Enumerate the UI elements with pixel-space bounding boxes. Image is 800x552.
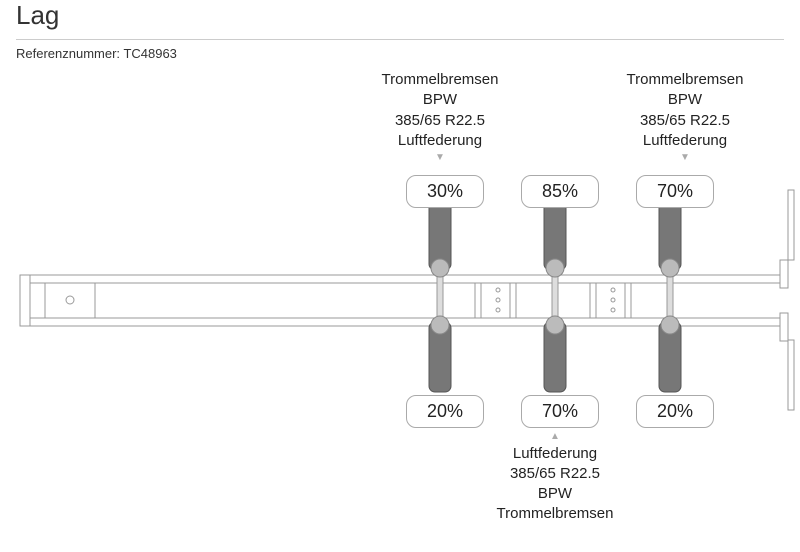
tire-pct-axle2-top: 85% xyxy=(521,175,599,208)
reference-line: Referenznummer: TC48963 xyxy=(0,46,800,61)
page-title: Lag xyxy=(0,0,800,39)
chassis-drawing xyxy=(0,60,800,540)
trailer-diagram: Trommelbremsen BPW 385/65 R22.5 Luftfede… xyxy=(0,60,800,552)
tire-pct-axle1-top: 30% xyxy=(406,175,484,208)
reference-value: TC48963 xyxy=(123,46,176,61)
tire-pct-axle2-bot: 70% xyxy=(521,395,599,428)
tire-pct-axle3-bot: 20% xyxy=(636,395,714,428)
divider xyxy=(16,39,784,40)
tire-pct-axle3-top: 70% xyxy=(636,175,714,208)
tire-pct-axle1-bot: 20% xyxy=(406,395,484,428)
reference-label: Referenznummer: xyxy=(16,46,120,61)
